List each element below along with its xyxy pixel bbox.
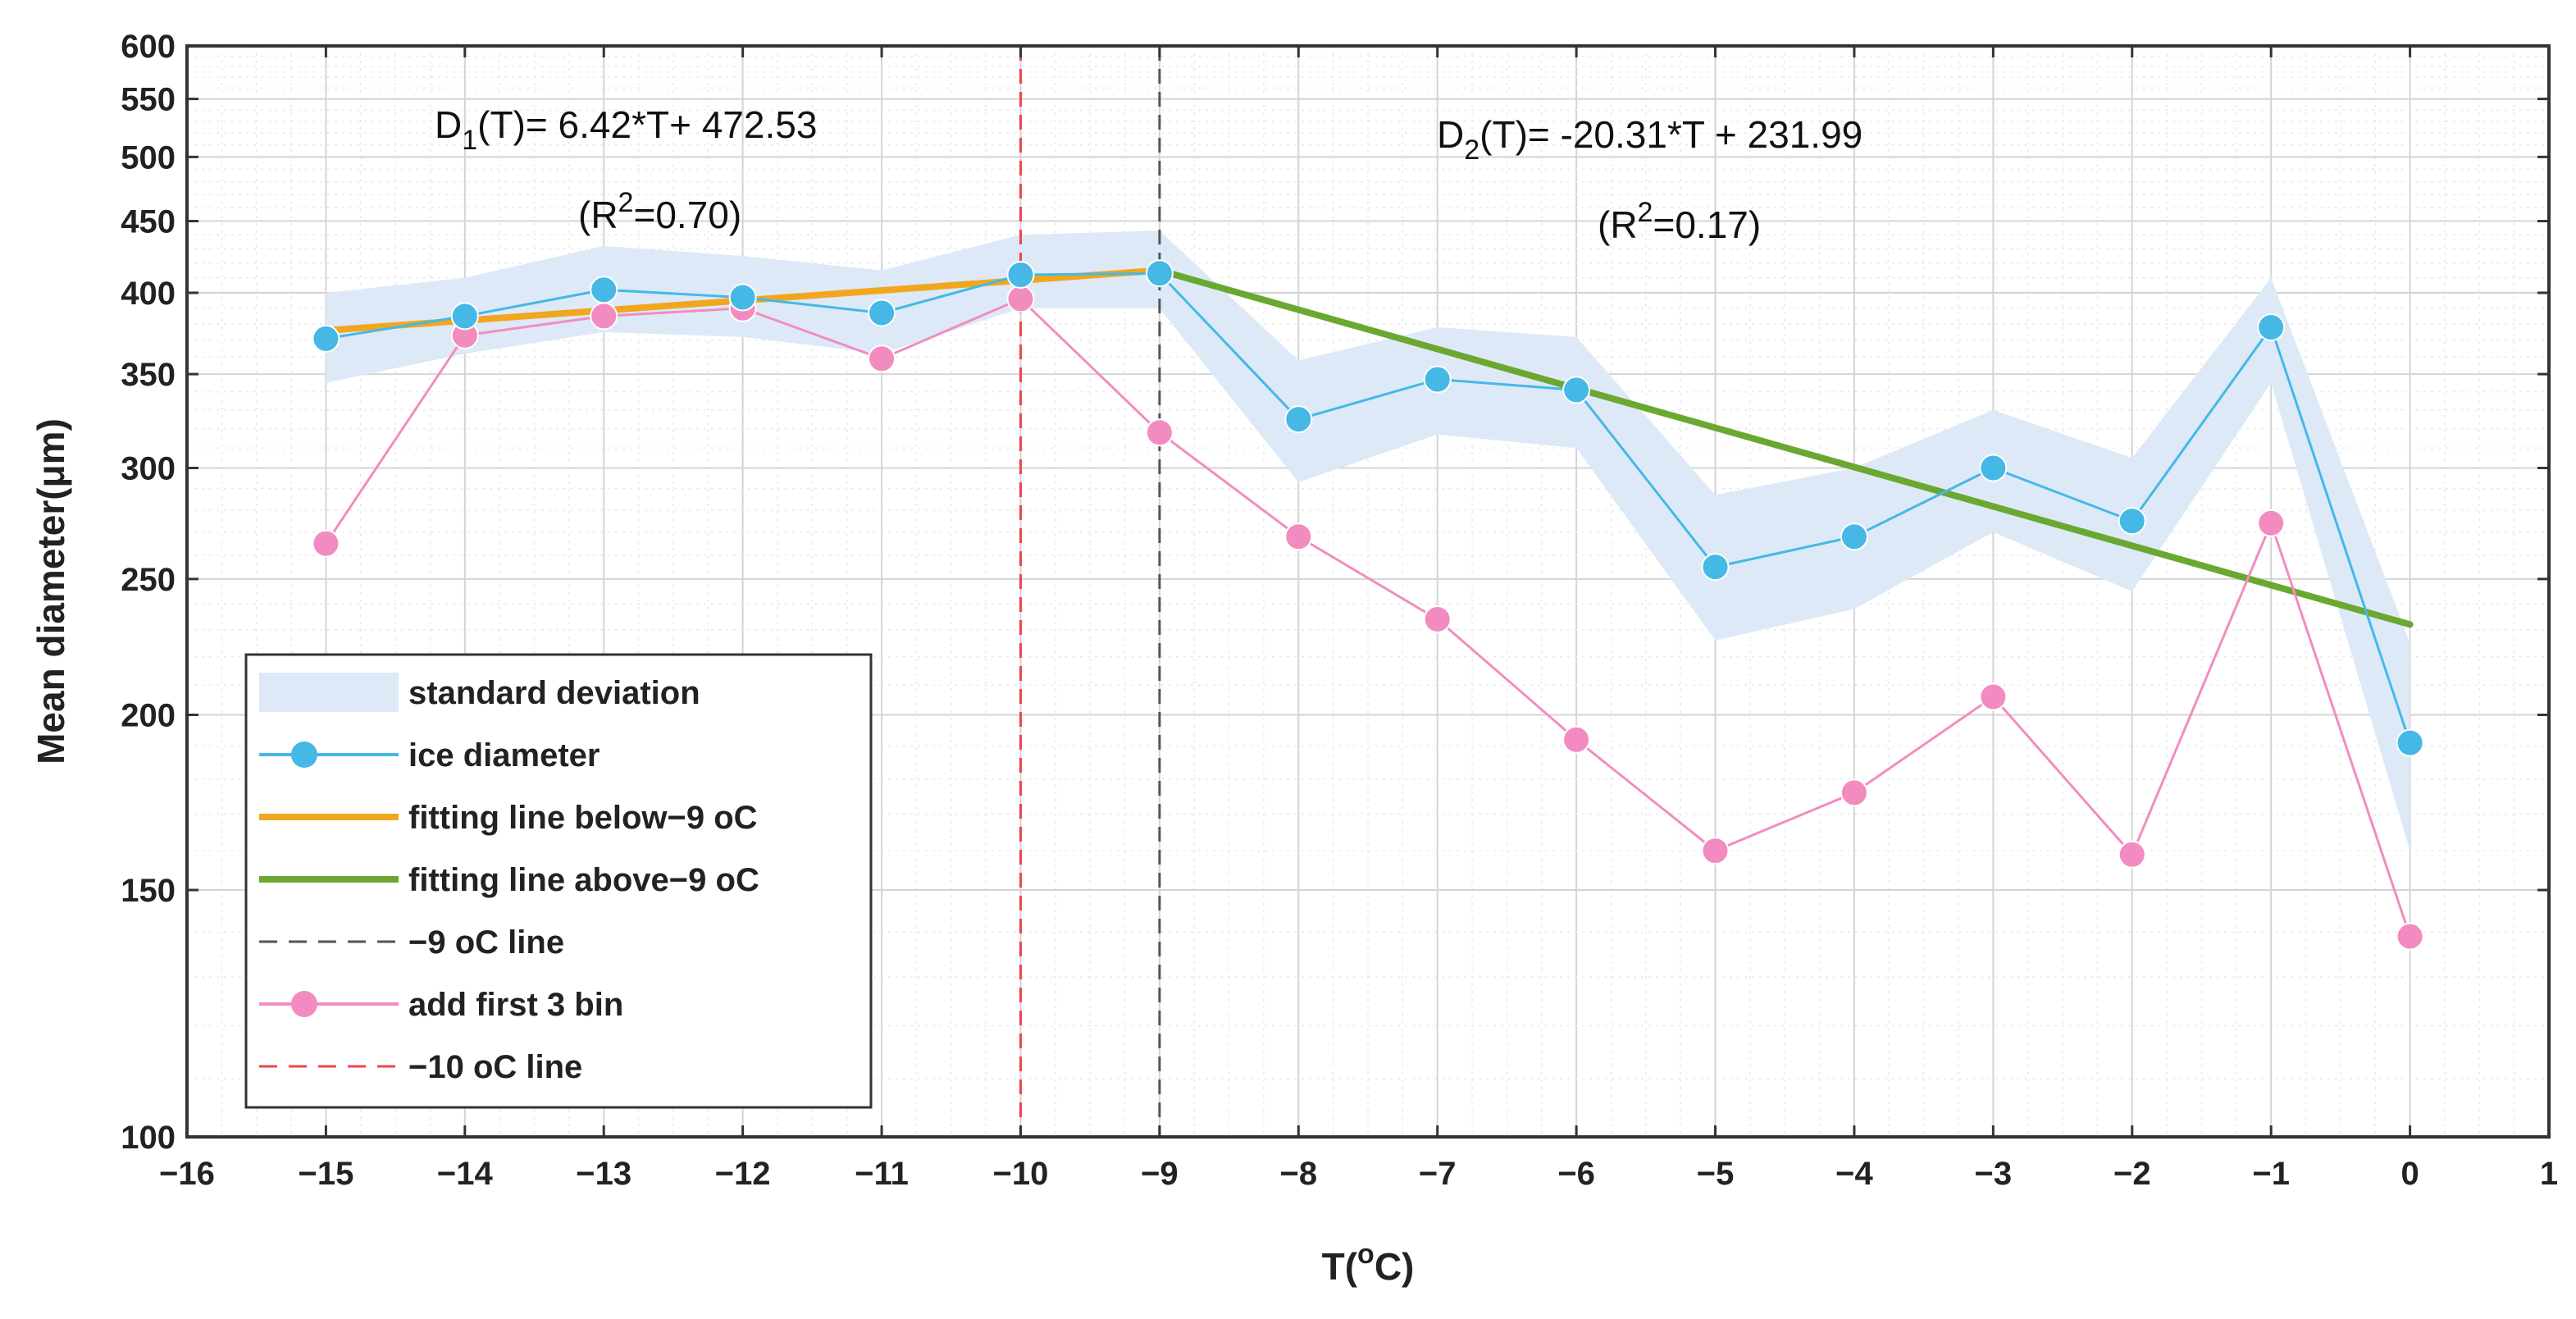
legend: standard deviation ice diameter fitting li… [244,653,873,1109]
std-band [326,230,2410,851]
legend-entry-3-label: fitting line above−9 oC [408,862,759,898]
plot-border [185,44,2551,1139]
r-squared-1: (R2=0.70) [578,187,741,236]
ice-diameter-point [2257,313,2286,341]
ice-diameter-point [2396,728,2424,757]
y-tick-label: 300 [121,451,176,487]
legend-entry-5-marker [291,991,317,1017]
legend-entry-0-swatch [259,673,399,712]
equation-d2: D2(T)= -20.31*T + 231.99 [1437,113,1862,166]
y-tick-label: 600 [121,29,176,65]
y-tick-label: 400 [121,276,176,312]
ice-diameter-point [1840,523,1868,551]
x-tick-label: −6 [1557,1156,1595,1192]
x-tick-label: −9 [1141,1156,1179,1192]
add-first-3-bin-line [325,297,2412,938]
x-tick-label: −7 [1419,1156,1457,1192]
equation-annotations: D1(T)= 6.42*T+ 472.53 (R2=0.70) D2(T)= -20… [435,103,1862,246]
x-tick-label: −8 [1279,1156,1317,1192]
add-first-3-bin-point [312,529,340,558]
ice-diameter-point [1006,261,1035,290]
ice-diameter-line [326,272,2412,744]
legend-entry-6-label: −10 oC line [408,1049,582,1085]
ice-diameter-point [312,324,340,353]
add-first-3-bin-point [868,345,896,373]
x-tick-label: 0 [2400,1156,2419,1192]
y-tick-label: 200 [121,697,176,733]
y-tick-label: 150 [121,873,176,909]
axis-labels: T(oC) Mean diameter(μm) [30,418,1414,1288]
x-tick-label: −2 [2113,1156,2151,1192]
add-first-3-bin-point [1284,523,1313,551]
ice-diameter-point [450,302,479,331]
add-first-3-bin-point [1562,725,1591,754]
ice-diameter-point [1979,454,2008,482]
r-squared-2: (R2=0.17) [1598,197,1761,246]
fit-line-above [1156,267,2414,628]
y-tick-label: 350 [121,357,176,393]
equation-d1: D1(T)= 6.42*T+ 472.53 [435,103,817,156]
x-tick-label: −1 [2252,1156,2290,1192]
y-tick-label: 450 [121,204,176,240]
ice-diameter-point [590,276,618,304]
add-first-3-bin-point [1423,605,1452,633]
add-first-3-bin-point [1145,418,1174,447]
add-first-3-bin-point [2118,840,2146,869]
y-tick-label: 250 [121,562,176,598]
reference-lines [1019,46,1161,1137]
x-tick-label: −16 [159,1156,215,1192]
ice-diameter-point [728,283,757,312]
add-first-3-bin-point [2396,922,2424,951]
x-tick-label: −13 [576,1156,631,1192]
std-deviation-band [326,230,2410,851]
legend-entry-1-label: ice diameter [408,737,600,774]
x-tick-label: −5 [1697,1156,1735,1192]
y-tick-label: 100 [121,1120,176,1156]
ice-diameter-point [1562,376,1591,404]
legend-entry-1-marker [291,742,317,768]
add-first-3-bin-point [1979,682,2008,711]
ice-diameter-point [1284,405,1313,434]
plot-frame [185,44,2551,1139]
ice-diameter-point [1145,259,1174,288]
x-tick-label: −10 [993,1156,1049,1192]
legend-entry-4-label: −9 oC line [408,924,564,961]
add-first-3-bin-point [1840,778,1868,807]
x-tick-label: −11 [855,1156,909,1192]
x-tick-label: −14 [437,1156,494,1192]
y-axis-label: Mean diameter(μm) [30,418,72,764]
x-tick-label: 1 [2540,1156,2558,1192]
legend-entry-0-label: standard deviation [408,675,700,711]
data-series [312,259,2424,951]
legend-entry-2-label: fitting line below−9 oC [408,800,758,836]
add-first-3-bin-point [590,302,618,331]
axis-ticks: −16 −15 −14 −13 −12 −11 −10 −9 −8 −7 −6 −5 −4 −3 −2 −1 0… [121,29,2558,1192]
x-tick-label: −12 [715,1156,771,1192]
x-tick-label: −3 [1975,1156,2013,1192]
y-tick-label: 500 [121,139,176,176]
add-first-3-bin-point [1006,285,1035,313]
add-first-3-bin-point [1701,837,1730,865]
y-tick-label: 550 [121,82,176,118]
x-axis-label: T(oC) [1322,1239,1415,1288]
x-tick-label: −15 [298,1156,353,1192]
add-first-3-bin-point [2257,509,2286,537]
ice-diameter-point [1701,553,1730,582]
ice-diameter-point [868,299,896,327]
legend-entry-5-label: add first 3 bin [408,987,623,1023]
x-tick-label: −4 [1835,1156,1873,1192]
ice-diameter-point [1423,365,1452,394]
ice-diameter-point [2118,507,2146,536]
